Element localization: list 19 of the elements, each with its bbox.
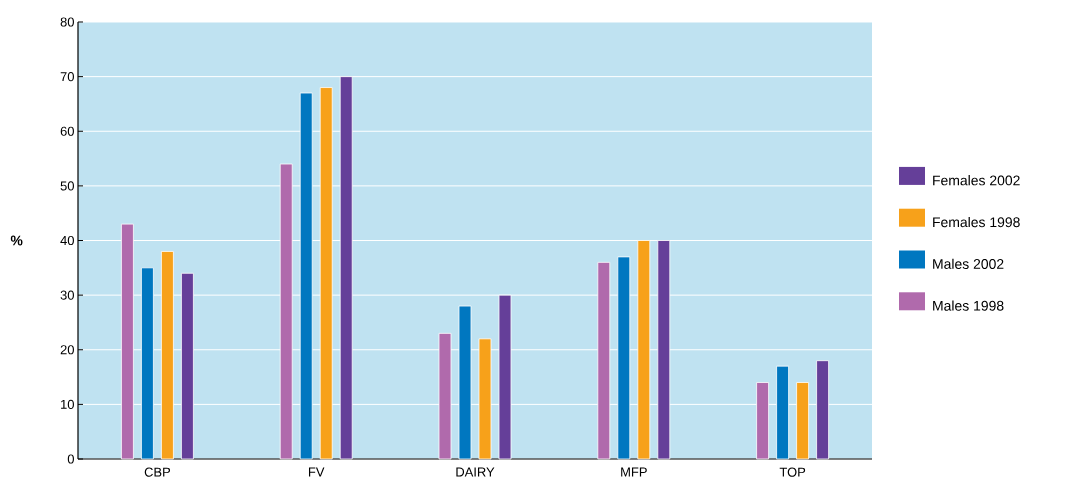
- y-tick-label: 80: [60, 17, 74, 27]
- legend-label: Females 1998: [933, 216, 1020, 228]
- x-tick-label: TOP: [779, 467, 806, 477]
- x-tick-label: FV: [308, 467, 325, 477]
- y-tick-label: 50: [60, 181, 74, 191]
- legend-label: Males 2002: [933, 258, 1004, 269]
- legend-label: Females 2002: [933, 175, 1020, 186]
- y-tick-label: 60: [60, 126, 74, 136]
- x-tick-label: CBP: [144, 467, 171, 477]
- y-axis-title: %: [10, 235, 23, 246]
- x-tick-label: MFP: [621, 467, 647, 477]
- y-tick-label: 0: [67, 454, 74, 464]
- y-tick-label: 40: [60, 235, 74, 246]
- y-tick-label: 70: [60, 72, 74, 82]
- x-tick-label: DAIRY: [456, 467, 495, 477]
- legend-label: Males 1998: [933, 300, 1004, 311]
- y-tick-label: 10: [61, 399, 74, 409]
- y-tick-label: 20: [60, 345, 74, 355]
- y-tick-label: 30: [60, 290, 74, 300]
